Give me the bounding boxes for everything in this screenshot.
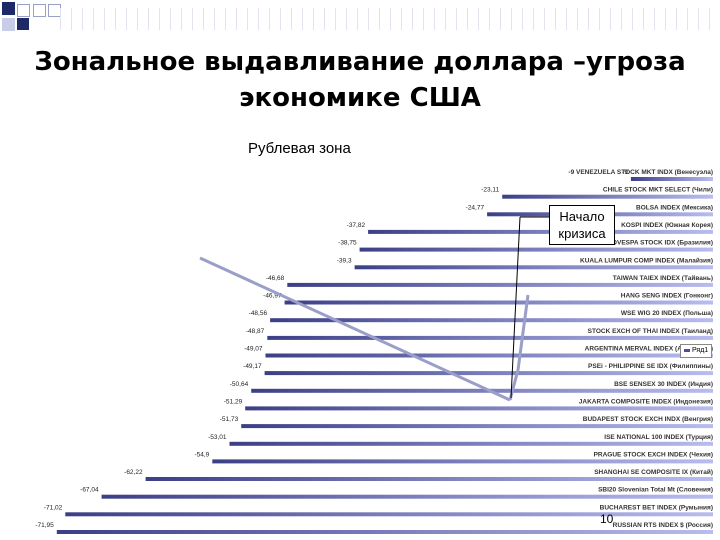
bar-value-label: -46,68: [266, 275, 285, 282]
bar: [241, 424, 713, 429]
category-label: HANG SENG INDEX (Гонконг): [621, 293, 713, 300]
category-label: RUSSIAN RTS INDEX $ (Россия): [613, 522, 713, 529]
bar: [145, 477, 714, 481]
bar: [368, 229, 713, 234]
bar-value-label: -48,87: [246, 328, 265, 335]
chart-legend: Ряд1: [680, 344, 713, 358]
bar: [229, 441, 713, 446]
crisis-trend-line: [199, 256, 511, 402]
bar-value-label: -51,73: [220, 416, 239, 423]
bar-value-label: -37,82: [347, 222, 366, 229]
crisis-annotation-lines: [199, 216, 549, 402]
bar-value-label: -49,07: [244, 346, 263, 353]
bar-value-label: -67,04: [80, 487, 99, 494]
category-label: WSE WIG 20 INDEX (Польша): [621, 310, 713, 317]
category-label: BOVESPA STOCK IDX (Бразилия): [607, 240, 713, 247]
category-label: JAKARTA COMPOSITE INDEX (Индонезия): [579, 398, 713, 405]
bar: [101, 494, 714, 499]
category-label: KUALA LUMPUR COMP INDEX (Малайзия): [580, 256, 713, 264]
callout-line2: кризиса: [558, 226, 606, 241]
category-label: STOCK EXCH OF THAI INDEX (Таиланд): [588, 328, 713, 335]
bar-value-label: -24,77: [466, 204, 485, 211]
bar-value-label: -71,95: [35, 522, 54, 529]
bar-value-label: -23,11: [481, 187, 499, 194]
bar: [359, 247, 713, 252]
bar-value-label: -71,02: [44, 504, 63, 511]
bar-value-label: -38,75: [338, 240, 357, 247]
category-label: PRAGUE STOCK EXCH INDEX (Чехия): [594, 451, 713, 458]
category-label: BUDAPEST STOCK EXCH INDX (Венгрия): [583, 416, 713, 423]
bar-value-label: -50,64: [230, 381, 249, 388]
bar: [56, 530, 714, 534]
bar: [264, 371, 713, 376]
bar-value-label: -51,29: [224, 398, 243, 405]
bar-value-label: -53,01: [208, 434, 227, 441]
bar: [265, 353, 713, 358]
decor-square-dark: [2, 2, 15, 15]
bar: [354, 265, 713, 270]
bar-value-label: -39,3: [337, 257, 352, 264]
page-number: 10: [600, 512, 614, 526]
bar: [284, 300, 713, 305]
crisis-rebound-line: [508, 294, 530, 401]
category-label: PSEi - PHILIPPINE SE IDX (Филиппины): [588, 363, 713, 370]
category-label: ARGENTINA MERVAL INDEX (Аргентина): [585, 346, 713, 353]
decor-square-outline: [33, 4, 46, 17]
decor-square-light: [2, 18, 15, 31]
legend-swatch: [684, 348, 690, 352]
category-label: TAIWAN TAIEX INDEX (Тайвань): [613, 274, 713, 282]
category-label: BSE SENSEX 30 INDEX (Индия): [614, 381, 713, 388]
decor-square-outline: [17, 4, 30, 17]
bar: [212, 459, 714, 464]
slide-title: Зональное выдавливание доллара –угроза э…: [0, 44, 720, 116]
bar-value-label: -48,56: [249, 310, 268, 317]
decor-grid-strip: [60, 8, 718, 30]
crisis-callout: Начало кризиса: [549, 205, 615, 245]
bar: [270, 318, 713, 323]
category-label: CHILE STOCK MKT SELECT (Чили): [603, 187, 713, 194]
bar: [267, 335, 713, 340]
decor-square-dark: [17, 18, 29, 30]
slide-title-line2: экономике США: [239, 83, 481, 113]
chart-subtitle: Рублевая зона: [248, 140, 351, 157]
legend-label: Ряд1: [692, 347, 709, 354]
bar-value-label: -9: [622, 169, 628, 176]
category-label: BUCHAREST BET INDEX (Румыния): [600, 504, 713, 511]
callout-leader-line: [510, 216, 521, 399]
bar-value-label: -62,22: [124, 469, 143, 476]
bar: [287, 282, 713, 287]
category-label: KOSPI INDEX (Южная Корея): [621, 222, 713, 229]
bar-value-label: -49,17: [243, 363, 262, 370]
bar: [245, 406, 713, 411]
category-label: SHANGHAI SE COMPOSITE IX (Китай): [594, 468, 713, 476]
category-label: -9 VENEZUELA STOCK MKT INDX (Венесуэла): [568, 169, 713, 176]
callout-line1: Начало: [559, 209, 605, 224]
category-label: SBI20 Slovenian Total Mt (Словения): [598, 487, 713, 494]
bar: [630, 177, 713, 181]
bar: [251, 388, 713, 393]
bar-value-label: -54,9: [194, 451, 209, 458]
bar: [502, 194, 713, 199]
slide-title-line1: Зональное выдавливание доллара –угроза: [34, 47, 686, 77]
category-label: ISE NATIONAL 100 INDEX (Турция): [604, 434, 713, 441]
bar-value-label: -46,97: [263, 293, 282, 300]
bar: [65, 512, 714, 517]
category-label: BOLSA INDEX (Мексика): [636, 204, 713, 211]
